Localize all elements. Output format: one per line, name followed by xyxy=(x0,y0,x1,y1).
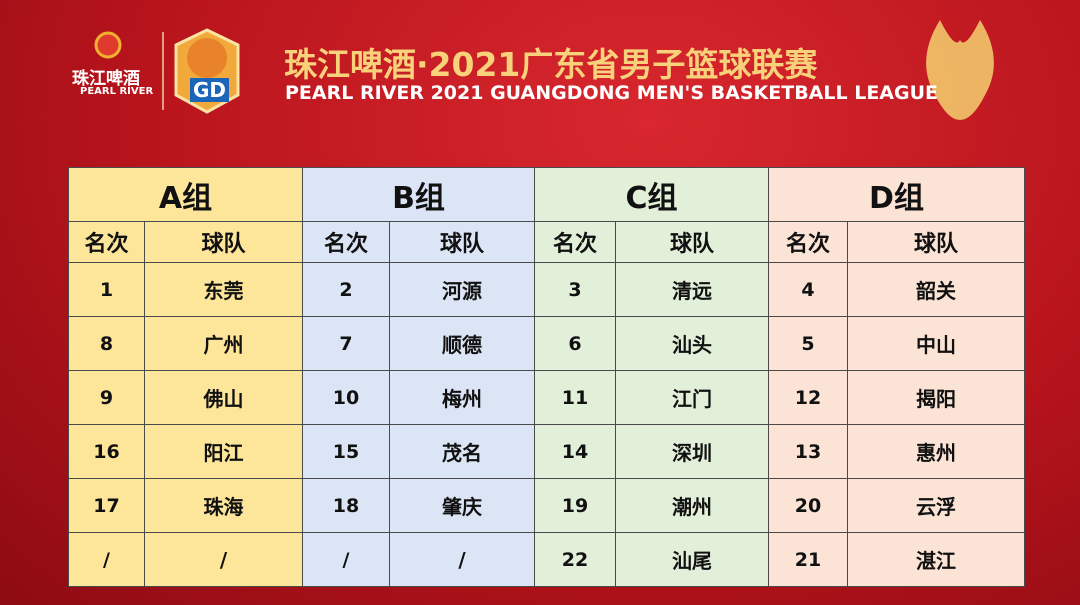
column-header: 名次 xyxy=(768,221,848,263)
team: 珠海 xyxy=(144,478,303,533)
team: 茂名 xyxy=(389,424,535,479)
rank: 20 xyxy=(768,478,848,533)
rank: 22 xyxy=(534,532,616,587)
team: 梅州 xyxy=(389,370,535,425)
team: 肇庆 xyxy=(389,478,535,533)
team: 中山 xyxy=(847,316,1025,371)
rank: 8 xyxy=(68,316,145,371)
team: 佛山 xyxy=(144,370,303,425)
rank: 15 xyxy=(302,424,390,479)
team: 汕尾 xyxy=(615,532,769,587)
table-row: 名次 球队 名次 球队 名次 球队 名次 球队 xyxy=(68,221,1025,263)
table-row: 1 东莞 2 河源 3 清远 4 韶关 xyxy=(68,262,1025,317)
group-header: C组 xyxy=(534,167,769,222)
rank: 9 xyxy=(68,370,145,425)
group-header: A组 xyxy=(68,167,303,222)
rank: 12 xyxy=(768,370,848,425)
team: 江门 xyxy=(615,370,769,425)
subtitle: PEARL RIVER 2021 GUANGDONG MEN'S BASKETB… xyxy=(285,82,939,104)
team: 东莞 xyxy=(144,262,303,317)
rank: 16 xyxy=(68,424,145,479)
team: 汕头 xyxy=(615,316,769,371)
rank: 19 xyxy=(534,478,616,533)
rank: 10 xyxy=(302,370,390,425)
rank: 7 xyxy=(302,316,390,371)
brand: 珠江啤酒 xyxy=(72,69,140,89)
team: 云浮 xyxy=(847,478,1025,533)
column-header: 球队 xyxy=(389,221,535,263)
rank: 5 xyxy=(768,316,848,371)
team: 惠州 xyxy=(847,424,1025,479)
team: 清远 xyxy=(615,262,769,317)
rank: 1 xyxy=(68,262,145,317)
table-row: 17 珠海 18 肇庆 19 潮州 20 云浮 xyxy=(68,478,1025,533)
table-row: A组 B组 C组 D组 xyxy=(68,167,1025,222)
team: / xyxy=(389,532,535,587)
rank: 11 xyxy=(534,370,616,425)
team: 揭阳 xyxy=(847,370,1025,425)
table-row: / / //22 汕尾 21 湛江 xyxy=(68,532,1025,587)
rank: 4 xyxy=(768,262,848,317)
rank: 14 xyxy=(534,424,616,479)
rank: / xyxy=(68,532,145,587)
rank: 13 xyxy=(768,424,848,479)
team: 阳江 xyxy=(144,424,303,479)
column-header: 名次 xyxy=(534,221,616,263)
rank: 2 xyxy=(302,262,390,317)
table-row: 16 阳江 15 茂名 14 深圳 13 惠州 xyxy=(68,424,1025,479)
team: 湛江 xyxy=(847,532,1025,587)
table-row: 9 佛山 10 梅州 11 江门 12 揭阳 xyxy=(68,370,1025,425)
table: A组 B组 C组 D组 名次 球队 名次 球队 名次 球队 名次 球队 1 东莞 2 河源 3 清远 4 韶关 8 广州 7… xyxy=(68,167,1025,587)
group-header: D组 xyxy=(768,167,1025,222)
brand-en: PEARL RIVER xyxy=(80,86,154,97)
team: 韶关 xyxy=(847,262,1025,317)
column-header: 名次 xyxy=(68,221,145,263)
column-header: 球队 xyxy=(144,221,303,263)
rank: / xyxy=(302,532,390,587)
table-row: 8 广州 7 顺德 6 汕头 5 中山 xyxy=(68,316,1025,371)
group-header: B组 xyxy=(302,167,535,222)
team: / xyxy=(144,532,303,587)
team: 深圳 xyxy=(615,424,769,479)
team: 潮州 xyxy=(615,478,769,533)
rank: 18 xyxy=(302,478,390,533)
rank: 3 xyxy=(534,262,616,317)
column-header: 名次 xyxy=(302,221,390,263)
badge: GD xyxy=(190,78,230,102)
rank: 21 xyxy=(768,532,848,587)
team: 河源 xyxy=(389,262,535,317)
column-header: 球队 xyxy=(847,221,1025,263)
title: 珠江啤酒·2021广东省男子篮球联赛 xyxy=(284,45,818,84)
rank: 17 xyxy=(68,478,145,533)
column-header: 球队 xyxy=(615,221,769,263)
team: 广州 xyxy=(144,316,303,371)
team: 顺德 xyxy=(389,316,535,371)
rank: 6 xyxy=(534,316,616,371)
